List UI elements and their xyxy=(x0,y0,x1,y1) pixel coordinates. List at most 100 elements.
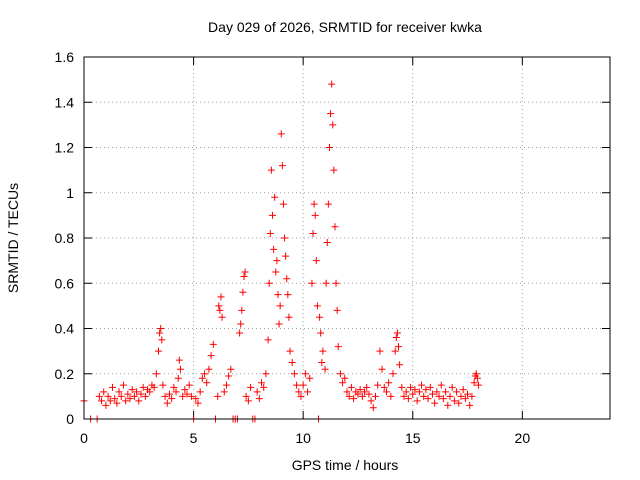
data-point xyxy=(108,383,116,391)
x-tick-label: 15 xyxy=(405,430,421,446)
data-point xyxy=(288,358,296,366)
data-point xyxy=(227,365,235,373)
data-point xyxy=(222,381,230,389)
data-point xyxy=(260,383,268,391)
data-point xyxy=(453,388,461,396)
data-point xyxy=(310,200,318,208)
data-point xyxy=(244,397,252,405)
data-point xyxy=(306,374,314,382)
data-point xyxy=(446,392,454,400)
data-point xyxy=(265,279,273,287)
data-point xyxy=(220,388,228,396)
data-point xyxy=(130,392,138,400)
data-point xyxy=(426,383,434,391)
data-point xyxy=(321,365,329,373)
data-point xyxy=(308,279,316,287)
data-point xyxy=(428,390,436,398)
data-point xyxy=(473,374,481,382)
x-tick-label: 5 xyxy=(190,430,198,446)
data-point xyxy=(242,392,250,400)
data-point xyxy=(198,374,206,382)
data-point xyxy=(264,336,272,344)
data-point xyxy=(356,386,364,394)
data-point xyxy=(376,347,384,355)
data-point xyxy=(218,313,226,321)
data-point xyxy=(270,245,278,253)
data-point xyxy=(194,399,202,407)
tick-layer: 0 0.2 0.4 0.6 0.8 1 1.2 1.4 1.6 0 5 10 15 20 xyxy=(55,49,610,446)
data-point xyxy=(165,390,173,398)
data-point xyxy=(435,392,443,400)
y-axis-label: SRMTID / TECUs xyxy=(5,183,21,293)
data-point xyxy=(304,388,312,396)
data-point xyxy=(215,302,223,310)
data-point xyxy=(135,397,143,405)
data-point xyxy=(275,320,283,328)
grid-layer xyxy=(84,57,610,419)
data-point xyxy=(418,381,426,389)
data-point xyxy=(159,381,167,389)
data-point xyxy=(272,268,280,276)
data-point xyxy=(328,80,336,88)
data-point xyxy=(385,379,393,387)
data-point xyxy=(282,252,290,260)
data-point xyxy=(293,381,301,389)
data-point xyxy=(122,397,130,405)
data-point xyxy=(117,392,125,400)
data-point xyxy=(464,390,472,398)
data-point xyxy=(391,347,399,355)
data-point xyxy=(266,229,274,237)
data-point xyxy=(290,370,298,378)
data-point xyxy=(175,356,183,364)
data-point xyxy=(301,370,309,378)
data-point xyxy=(277,130,285,138)
data-point xyxy=(409,390,417,398)
data-point xyxy=(444,401,452,409)
data-point xyxy=(327,110,335,118)
data-point xyxy=(115,388,123,396)
data-point xyxy=(168,395,176,403)
data-point xyxy=(278,162,286,170)
data-point xyxy=(439,395,447,403)
data-point xyxy=(104,392,112,400)
data-point xyxy=(205,365,213,373)
data-point xyxy=(317,329,325,337)
data-point xyxy=(389,370,397,378)
data-point xyxy=(330,166,338,174)
data-point xyxy=(225,372,233,380)
data-point xyxy=(253,388,261,396)
data-point xyxy=(279,200,287,208)
y-tick-label: 0 xyxy=(66,411,74,427)
data-point xyxy=(124,390,132,398)
data-point xyxy=(170,383,178,391)
x-tick-label: 10 xyxy=(295,430,311,446)
data-point xyxy=(285,313,293,321)
data-point xyxy=(139,383,147,391)
data-point xyxy=(309,229,317,237)
data-point xyxy=(276,302,284,310)
data-point xyxy=(367,397,375,405)
data-point xyxy=(319,347,327,355)
data-point xyxy=(433,388,441,396)
data-point xyxy=(295,388,303,396)
data-point xyxy=(174,374,182,382)
data-point xyxy=(455,399,463,407)
data-point xyxy=(358,392,366,400)
data-point xyxy=(329,121,337,129)
data-point xyxy=(141,392,149,400)
data-point xyxy=(402,388,410,396)
data-point xyxy=(187,392,195,400)
data-point xyxy=(472,370,480,378)
data-point xyxy=(331,223,339,231)
data-point xyxy=(283,275,291,283)
data-point xyxy=(240,272,248,280)
chart-title: Day 029 of 2026, SRMTID for receiver kwk… xyxy=(208,19,482,35)
data-point xyxy=(203,379,211,387)
data-point xyxy=(152,370,160,378)
x-tick-label: 20 xyxy=(515,430,531,446)
data-point xyxy=(442,388,450,396)
data-point xyxy=(387,392,395,400)
y-tick-label: 0.8 xyxy=(55,230,75,246)
data-point xyxy=(157,325,165,332)
